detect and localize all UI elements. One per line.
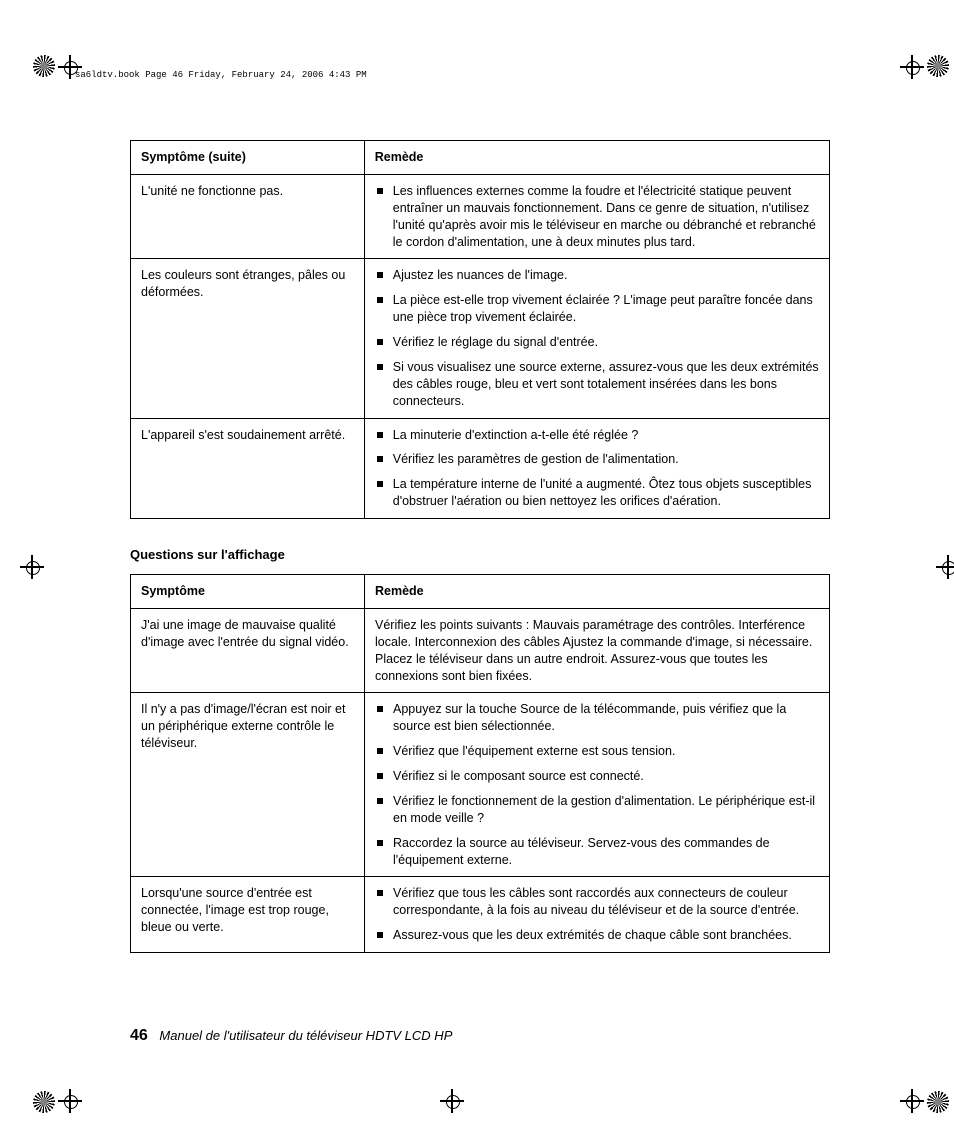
table-row: Il n'y a pas d'image/l'écran est noir et… xyxy=(131,693,830,877)
table-row: Les couleurs sont étranges, pâles ou déf… xyxy=(131,259,830,418)
remedy-cell: Les influences externes comme la foudre … xyxy=(364,174,829,259)
remedy-item: Vérifiez que l'équipement externe est so… xyxy=(375,743,819,760)
remedy-item: Si vous visualisez une source externe, a… xyxy=(375,359,819,410)
troubleshooting-table-1: Symptôme (suite) Remède L'unité ne fonct… xyxy=(130,140,830,519)
remedy-item: Appuyez sur la touche Source de la téléc… xyxy=(375,701,819,735)
remedy-cell: Vérifiez que tous les câbles sont raccor… xyxy=(365,877,830,953)
crop-mark-icon xyxy=(58,1089,82,1113)
remedy-item: Vérifiez le fonctionnement de la gestion… xyxy=(375,793,819,827)
book-title: Manuel de l'utilisateur du téléviseur HD… xyxy=(159,1028,452,1043)
remedy-list: Les influences externes comme la foudre … xyxy=(375,183,819,251)
remedy-item: Vérifiez le réglage du signal d'entrée. xyxy=(375,334,819,351)
remedy-item: Raccordez la source au téléviseur. Serve… xyxy=(375,835,819,869)
remedy-list: Vérifiez que tous les câbles sont raccor… xyxy=(375,885,819,944)
remedy-cell: La minuterie d'extinction a-t-elle été r… xyxy=(364,418,829,519)
troubleshooting-table-2: Symptôme Remède J'ai une image de mauvai… xyxy=(130,574,830,953)
remedy-list: Ajustez les nuances de l'image. La pièce … xyxy=(375,267,819,409)
page-number: 46 xyxy=(130,1027,148,1044)
remedy-item: Vérifiez que tous les câbles sont raccor… xyxy=(375,885,819,919)
table-row: Lorsqu'une source d'entrée est connectée… xyxy=(131,877,830,953)
table-row: J'ai une image de mauvaise qualité d'ima… xyxy=(131,608,830,693)
remedy-cell: Ajustez les nuances de l'image. La pièce … xyxy=(364,259,829,418)
remedy-list: La minuterie d'extinction a-t-elle été r… xyxy=(375,427,819,511)
remedy-cell: Vérifiez les points suivants : Mauvais p… xyxy=(365,608,830,693)
remedy-item: La minuterie d'extinction a-t-elle été r… xyxy=(375,427,819,444)
page-content: Symptôme (suite) Remède L'unité ne fonct… xyxy=(130,140,830,953)
table-row: L'appareil s'est soudainement arrêté. La … xyxy=(131,418,830,519)
remedy-cell: Appuyez sur la touche Source de la téléc… xyxy=(365,693,830,877)
symptom-cell: J'ai une image de mauvaise qualité d'ima… xyxy=(131,608,365,693)
symptom-cell: Les couleurs sont étranges, pâles ou déf… xyxy=(131,259,365,418)
symptom-cell: L'unité ne fonctionne pas. xyxy=(131,174,365,259)
symptom-cell: L'appareil s'est soudainement arrêté. xyxy=(131,418,365,519)
remedy-list: Appuyez sur la touche Source de la téléc… xyxy=(375,701,819,868)
table2-header-symptom: Symptôme xyxy=(131,575,365,609)
header-meta-text: sa6ldtv.book Page 46 Friday, February 24… xyxy=(75,70,367,80)
remedy-item: La température interne de l'unité a augm… xyxy=(375,476,819,510)
remedy-item: Assurez-vous que les deux extrémités de … xyxy=(375,927,819,944)
section-heading: Questions sur l'affichage xyxy=(130,547,830,562)
symptom-cell: Lorsqu'une source d'entrée est connectée… xyxy=(131,877,365,953)
table2-header-remedy: Remède xyxy=(365,575,830,609)
remedy-item: Ajustez les nuances de l'image. xyxy=(375,267,819,284)
crop-mark-icon xyxy=(440,1089,464,1113)
table1-header-remedy: Remède xyxy=(364,141,829,175)
crop-mark-icon xyxy=(20,555,44,579)
registration-mark-icon xyxy=(33,55,55,77)
remedy-item: Les influences externes comme la foudre … xyxy=(375,183,819,251)
table1-header-symptom: Symptôme (suite) xyxy=(131,141,365,175)
crop-mark-icon xyxy=(900,55,924,79)
crop-mark-icon xyxy=(936,555,954,579)
table-row: L'unité ne fonctionne pas.Les influences… xyxy=(131,174,830,259)
remedy-item: La pièce est-elle trop vivement éclairée… xyxy=(375,292,819,326)
remedy-item: Vérifiez les paramètres de gestion de l'… xyxy=(375,451,819,468)
registration-mark-icon xyxy=(33,1091,55,1113)
page-footer: 46 Manuel de l'utilisateur du téléviseur… xyxy=(130,1027,452,1045)
crop-mark-icon xyxy=(900,1089,924,1113)
registration-mark-icon xyxy=(927,1091,949,1113)
symptom-cell: Il n'y a pas d'image/l'écran est noir et… xyxy=(131,693,365,877)
registration-mark-icon xyxy=(927,55,949,77)
remedy-item: Vérifiez si le composant source est conn… xyxy=(375,768,819,785)
